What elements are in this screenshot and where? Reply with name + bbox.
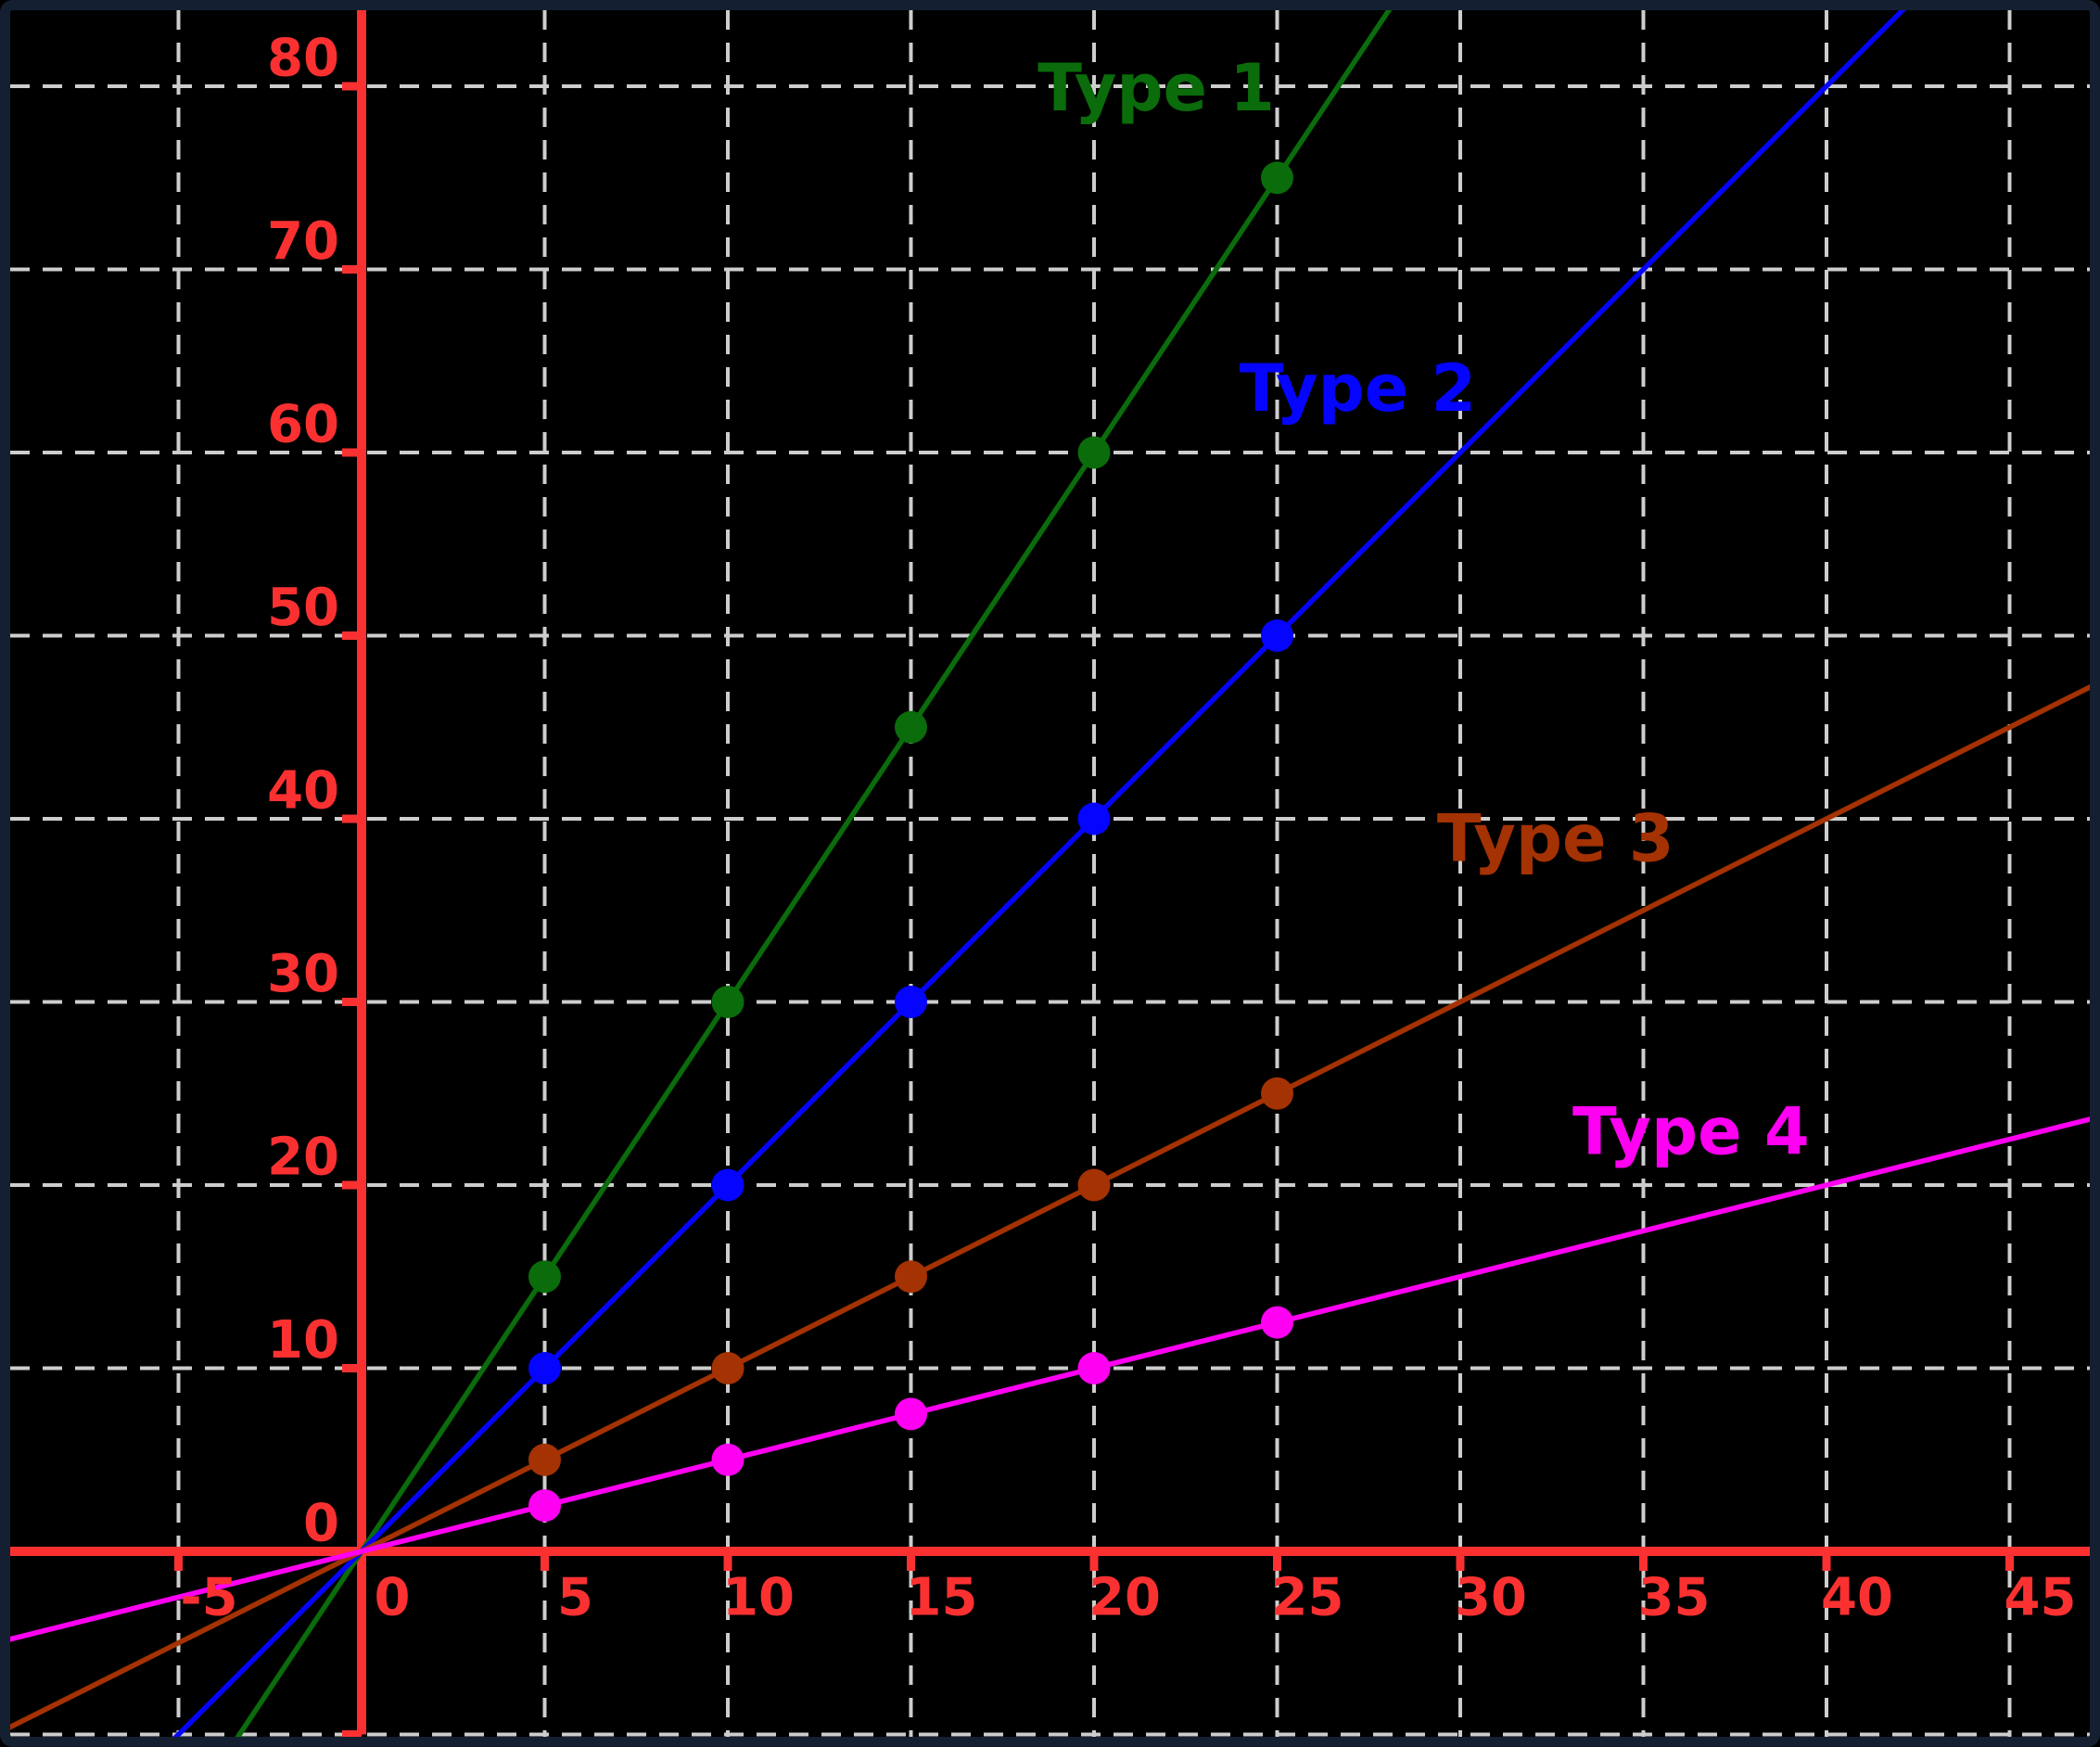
y-tick-label: 70 <box>267 211 339 272</box>
x-tick-label: -5 <box>180 1568 237 1628</box>
x-tick-label: 5 <box>557 1568 593 1628</box>
type-1-data-point <box>1261 161 1293 195</box>
type-2-label: Type 2 <box>1240 351 1477 427</box>
type-3-data-point <box>711 1352 745 1384</box>
type-4-data-point <box>711 1443 745 1476</box>
y-tick-label: 40 <box>267 761 339 822</box>
type-4-points <box>528 1306 1293 1523</box>
x-tick-label: 10 <box>722 1568 795 1628</box>
x-tick-label: 40 <box>1821 1568 1893 1628</box>
type-2-data-point <box>1077 802 1111 835</box>
y-tick-label: 30 <box>267 944 339 1004</box>
type-2-data-point <box>895 986 927 1018</box>
type-4-line <box>6 1116 2094 1643</box>
y-tick-label: 0 <box>303 1494 339 1554</box>
type-1-data-point <box>711 986 745 1018</box>
x-tick-label: 35 <box>1638 1568 1711 1628</box>
type-3-data-point <box>1261 1077 1293 1110</box>
x-tick-label: 0 <box>375 1568 411 1628</box>
y-tick-label: 10 <box>267 1310 339 1371</box>
type-2-points <box>528 619 1293 1384</box>
y-tick-label: 60 <box>267 395 339 455</box>
type-3-label: Type 3 <box>1437 801 1674 877</box>
type-4-data-point <box>895 1397 927 1431</box>
type-2-line <box>171 8 1908 1739</box>
x-tick-label: 20 <box>1088 1568 1161 1628</box>
y-tick-label: 50 <box>267 578 339 638</box>
type-2-data-point <box>711 1168 745 1202</box>
type-1-data-point <box>895 710 927 744</box>
type-1-points <box>528 161 1293 1294</box>
type-1-data-point <box>528 1260 561 1294</box>
x-tick-labels: -5 0 5 10 15 20 25 30 35 40 45 <box>180 1568 2076 1628</box>
grid-horizontal-lines <box>10 84 2090 1737</box>
type-1-data-point <box>1077 436 1111 469</box>
plot-area <box>6 8 2094 1739</box>
type-3-data-point <box>895 1260 927 1294</box>
x-ticks <box>174 1551 2014 1571</box>
x-tick-label: 25 <box>1272 1568 1344 1628</box>
type-3-data-point <box>1077 1168 1111 1202</box>
type-3-points <box>528 1077 1293 1476</box>
type-4-label: Type 4 <box>1572 1094 1810 1170</box>
y-tick-label: 20 <box>267 1128 339 1188</box>
type-4-data-point <box>1077 1352 1111 1384</box>
type-4-data-point <box>528 1489 561 1523</box>
type-1-label: Type 1 <box>1037 50 1275 126</box>
type-3-data-point <box>528 1443 561 1476</box>
x-tick-label: 15 <box>906 1568 978 1628</box>
type-1-line <box>234 8 1394 1739</box>
y-tick-labels: 0 10 20 30 40 50 60 70 80 <box>267 29 339 1554</box>
type-2-data-point <box>1261 619 1293 652</box>
type-4-data-point <box>1261 1306 1293 1339</box>
y-tick-label: 80 <box>267 29 339 89</box>
type-2-data-point <box>528 1352 561 1384</box>
x-tick-label: 45 <box>2005 1568 2077 1628</box>
x-tick-label: 30 <box>1455 1568 1527 1628</box>
